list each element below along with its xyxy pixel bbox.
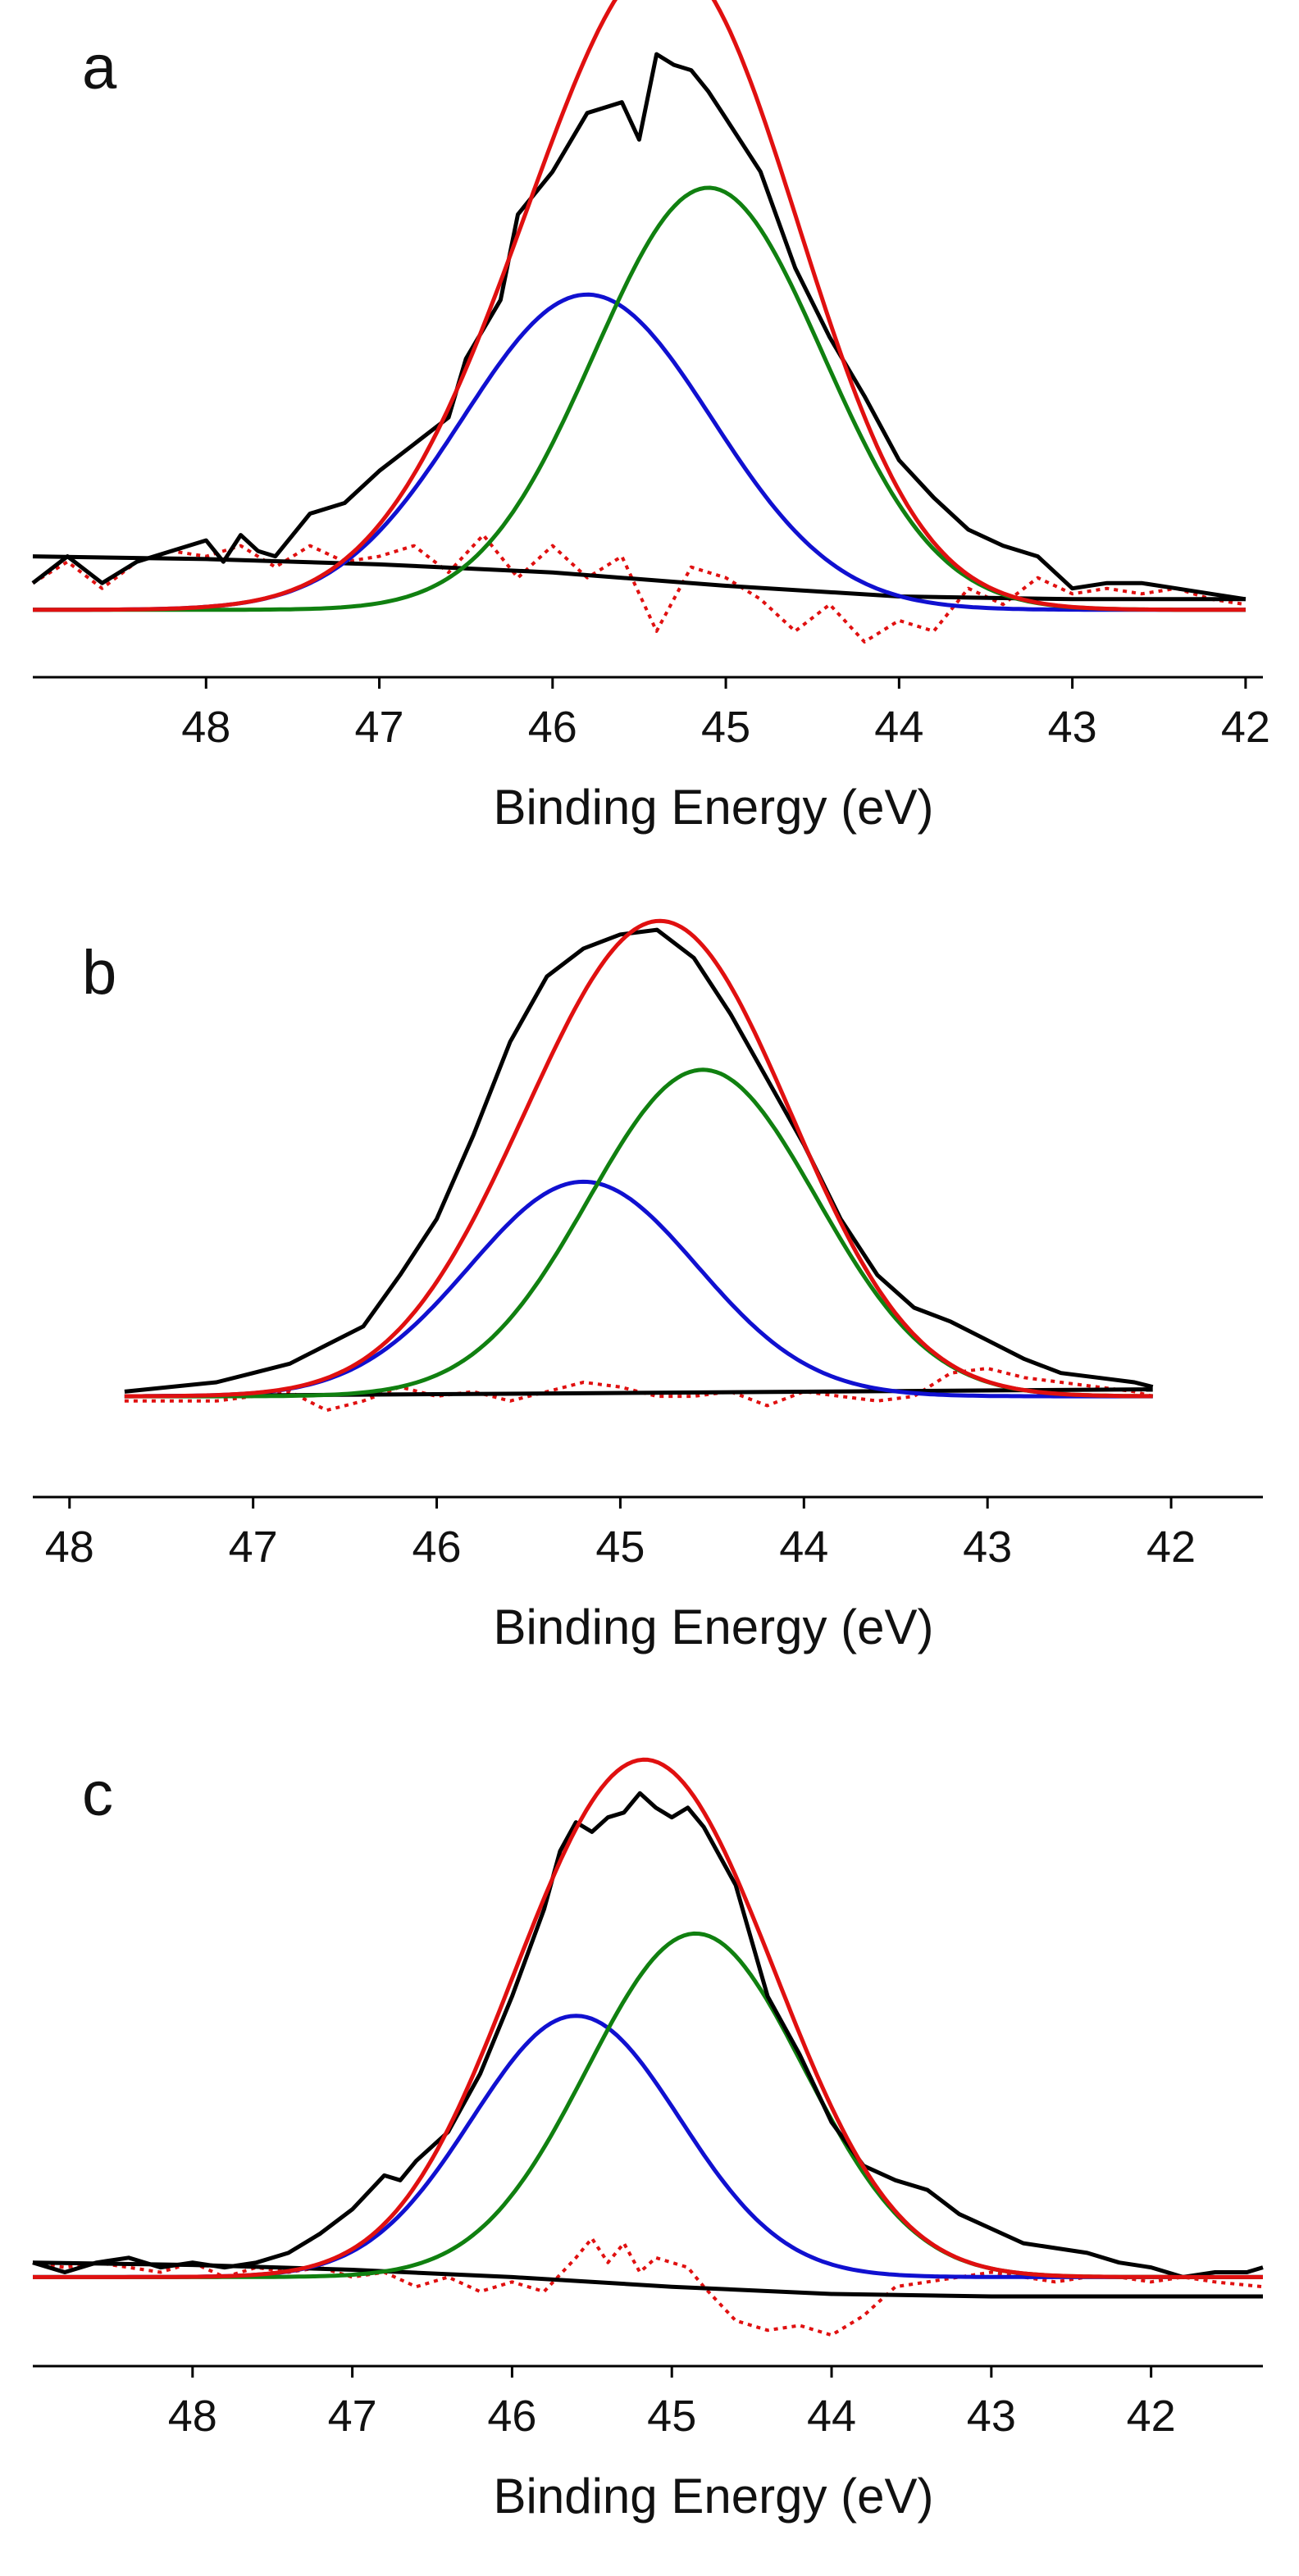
x-tick-label: 44: [807, 2392, 856, 2441]
envelope-line: [33, 0, 1246, 612]
x-tick-label: 42: [1146, 1522, 1196, 1572]
envelope-line: [124, 918, 1153, 1399]
x-axis-label: Binding Energy (eV): [494, 2469, 934, 2524]
x-tick-label: 48: [181, 703, 230, 752]
x-ticks: 48 47 46 45 44 43 42: [45, 1497, 1196, 1572]
x-ticks: 48 47 46 45 44 43 42: [168, 2366, 1176, 2441]
x-tick-label: 47: [328, 2392, 377, 2441]
x-tick-label: 48: [168, 2392, 217, 2441]
panel-c: c 48 47 46 45 44 43 42 Binding Energy (eV): [32, 1757, 1264, 2524]
x-tick-label: 44: [779, 1522, 828, 1572]
x-tick-label: 46: [412, 1522, 461, 1572]
x-tick-label: 42: [1221, 703, 1270, 752]
panel-letter: b: [82, 938, 116, 1008]
panel-letter: c: [82, 1759, 113, 1829]
x-ticks: 48 47 46 45 44 43 42: [181, 677, 1270, 752]
x-tick-label: 45: [701, 703, 750, 752]
x-axis-label: Binding Energy (eV): [494, 780, 934, 835]
raw-line: [124, 927, 1154, 1394]
curves: [32, 1757, 1264, 2337]
x-tick-label: 47: [229, 1522, 278, 1572]
panel-a: a 48 47 46 45 44 43 42 Binding Energy (eV): [31, 0, 1270, 835]
x-tick-label: 44: [874, 703, 923, 752]
x-tick-label: 48: [45, 1522, 94, 1572]
background-line: [32, 554, 1246, 602]
x-tick-label: 43: [1048, 703, 1097, 752]
x-tick-label: 45: [595, 1522, 645, 1572]
envelope-line: [33, 1757, 1263, 2279]
raw-line: [31, 52, 1247, 602]
x-tick-label: 42: [1127, 2392, 1176, 2441]
curves: [31, 0, 1247, 644]
x-tick-label: 47: [354, 703, 403, 752]
x-axis-label: Binding Energy (eV): [494, 1600, 934, 1654]
panel-letter: a: [82, 33, 117, 102]
x-tick-label: 46: [528, 703, 577, 752]
raw-line: [32, 1791, 1264, 2279]
curves: [124, 918, 1154, 1413]
background-line: [32, 2260, 1263, 2299]
x-tick-label: 45: [647, 2392, 696, 2441]
x-tick-label: 43: [963, 1522, 1012, 1572]
x-tick-label: 43: [967, 2392, 1016, 2441]
residual-line: [124, 1367, 1154, 1413]
x-tick-label: 46: [487, 2392, 536, 2441]
panel-b: b 48 47 46 45 44 43 42 Binding Energy (eV): [33, 918, 1263, 1654]
